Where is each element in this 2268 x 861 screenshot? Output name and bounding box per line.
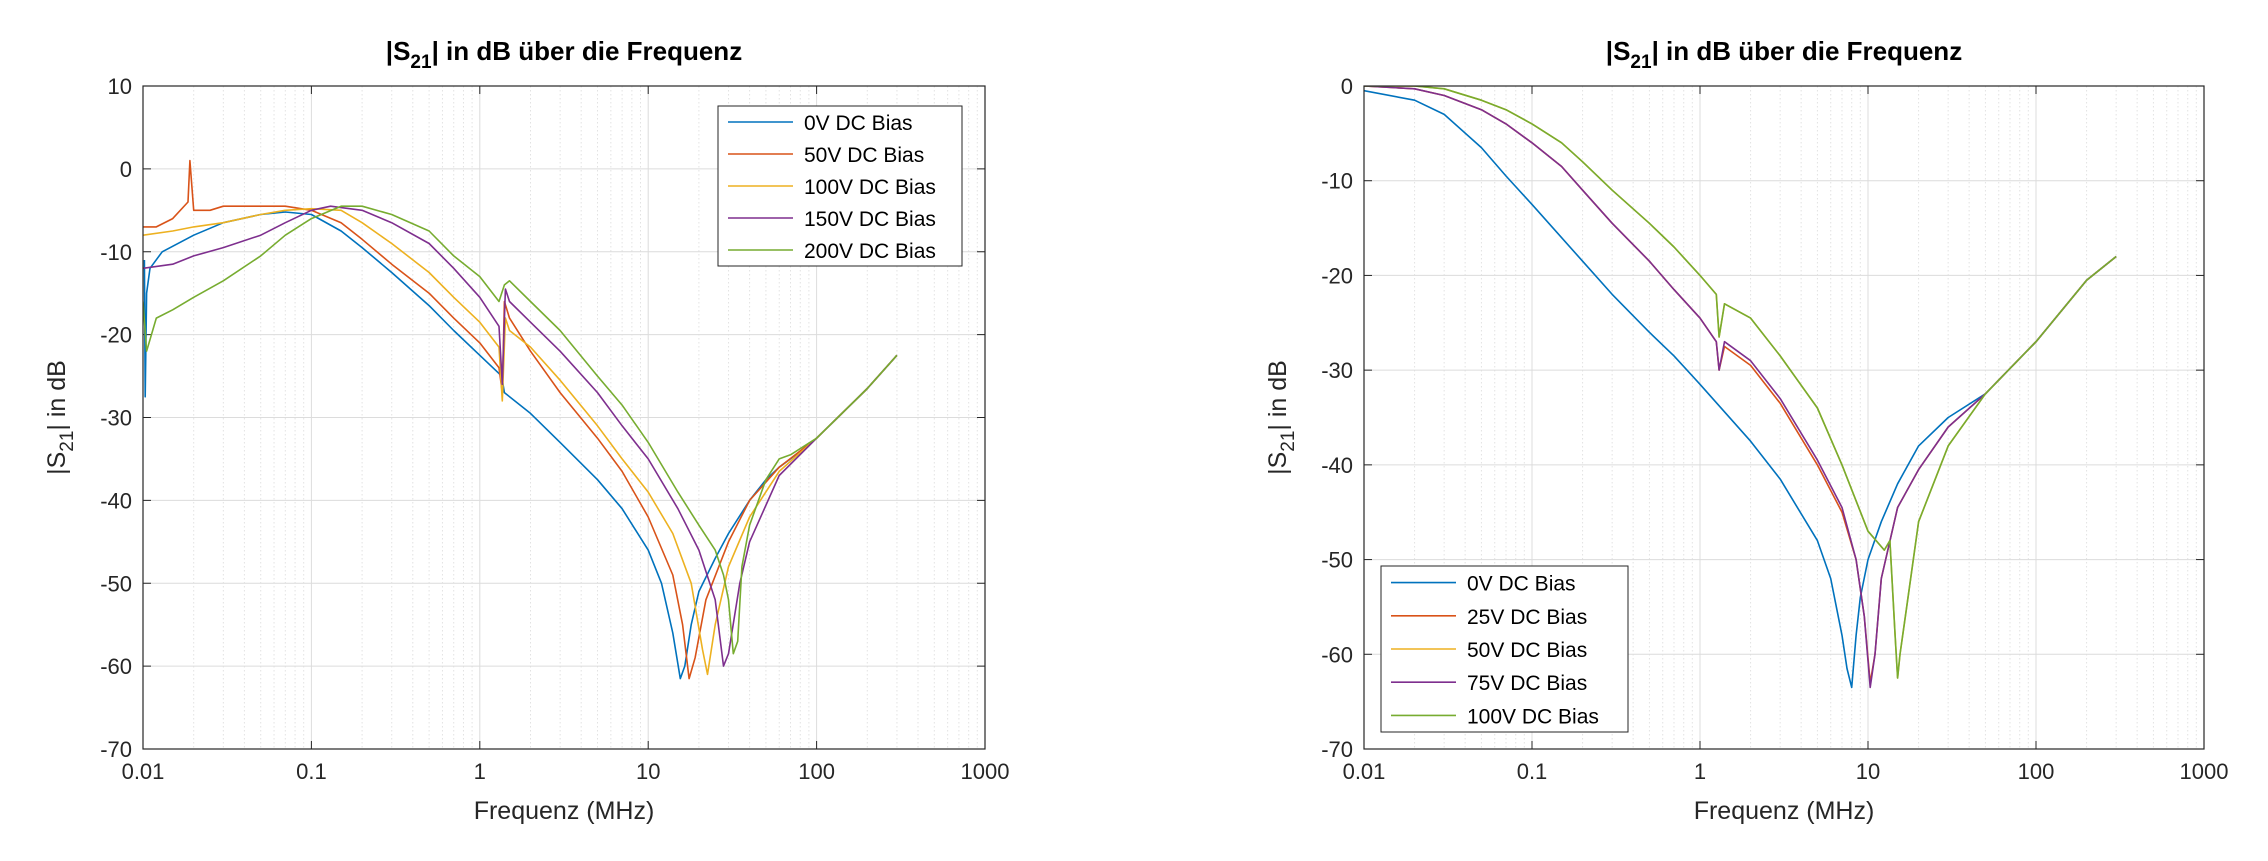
y-tick-label: -10 — [1321, 169, 1353, 194]
legend-label: 200V DC Bias — [804, 240, 936, 263]
series-line-3 — [143, 207, 898, 676]
chart-title-pre: |S — [386, 36, 411, 66]
legend-label: 0V DC Bias — [1467, 573, 1576, 596]
legend-label: 50V DC Bias — [804, 144, 924, 167]
series-group — [1364, 86, 2117, 689]
y-tick-label: -50 — [100, 571, 132, 596]
y-tick-label: -70 — [100, 737, 132, 762]
y-tick-label: -40 — [100, 488, 132, 513]
legend-label: 25V DC Bias — [1467, 606, 1587, 629]
y-tick-label: -20 — [100, 323, 132, 348]
x-tick-label: 0.01 — [1343, 759, 1386, 784]
series-line-5 — [1364, 86, 2117, 679]
x-tick-label: 0.1 — [296, 759, 327, 784]
series-line-4 — [1364, 86, 2117, 689]
chart-panel-2: 0.01 0.1 1 10 100 1000 0 -10 -20 -30 -40 -50 -60 -70 |… — [1264, 36, 2228, 825]
legend: 0V DC Bias 25V DC Bias 50V DC Bias 75V DC B… — [1380, 565, 1629, 733]
chart-title-post: | in dB über die Frequenz — [432, 36, 743, 66]
y-tick-label: -50 — [1321, 548, 1353, 573]
legend-label: 50V DC Bias — [1467, 639, 1587, 662]
chart-panel-1: 0.01 0.1 1 10 100 1000100-10-20-30-40-50-60-7… — [43, 36, 1009, 825]
y-axis-label-post: | in dB — [1264, 360, 1292, 430]
x-tick-label: 100 — [798, 759, 835, 784]
chart-title-pre: |S — [1606, 36, 1631, 66]
x-tick-label: 1000 — [961, 759, 1010, 784]
y-axis-label-pre: |S — [43, 452, 71, 475]
y-tick-label: -70 — [1321, 737, 1353, 762]
x-tick-label: 0.1 — [1517, 759, 1548, 784]
x-tick-label: 10 — [636, 759, 660, 784]
y-tick-label: -60 — [100, 654, 132, 679]
legend-label: 150V DC Bias — [804, 208, 936, 231]
x-tick-label: 100 — [2018, 759, 2055, 784]
series-line-5 — [143, 205, 898, 655]
chart-title: |S21| in dB über die Frequenz — [386, 36, 742, 73]
legend: 0V DC Bias 50V DC Bias 100V DC Bias 150V DC… — [717, 105, 963, 267]
y-tick-label: 0 — [1341, 74, 1353, 99]
legend-label: 100V DC Bias — [804, 176, 936, 199]
series-line-4 — [143, 205, 898, 667]
x-tick-label: 0.01 — [122, 759, 165, 784]
x-axis-label: Frequenz (MHz) — [474, 797, 655, 825]
y-tick-label: 0 — [120, 157, 132, 182]
x-tick-label: 1000 — [2180, 759, 2229, 784]
y-tick-label: -40 — [1321, 453, 1353, 478]
x-tick-label: 10 — [1856, 759, 1880, 784]
legend-label: 75V DC Bias — [1467, 672, 1587, 695]
series-group — [143, 159, 898, 680]
axes-frame — [1363, 85, 2205, 750]
y-tick-label: 10 — [108, 74, 132, 99]
legend-label: 100V DC Bias — [1467, 705, 1599, 728]
legend-label: 0V DC Bias — [804, 112, 913, 135]
y-tick-label: -30 — [100, 406, 132, 431]
chart-title: |S21| in dB über die Frequenz — [1606, 36, 1962, 73]
y-tick-label: -60 — [1321, 642, 1353, 667]
x-axis-label: Frequenz (MHz) — [1694, 797, 1875, 825]
y-tick-label: -10 — [100, 240, 132, 265]
y-axis-label-sub: 21 — [1278, 431, 1299, 452]
y-tick-label: -20 — [1321, 263, 1353, 288]
chart-title-post: | in dB über die Frequenz — [1652, 36, 1963, 66]
chart-title-sub: 21 — [1630, 52, 1652, 73]
x-tick-label: 1 — [1694, 759, 1706, 784]
chart-title-sub: 21 — [410, 52, 432, 73]
series-line-1 — [1364, 89, 2117, 689]
x-tick-label: 1 — [474, 759, 486, 784]
axes-frame — [142, 85, 986, 750]
y-axis-label: |S21| in dB — [1264, 360, 1299, 475]
y-axis-label-post: | in dB — [43, 360, 71, 430]
y-axis-label-sub: 21 — [57, 431, 78, 452]
y-tick-label: -30 — [1321, 358, 1353, 383]
y-axis-label-pre: |S — [1264, 452, 1292, 475]
y-axis-label: |S21| in dB — [43, 360, 78, 475]
